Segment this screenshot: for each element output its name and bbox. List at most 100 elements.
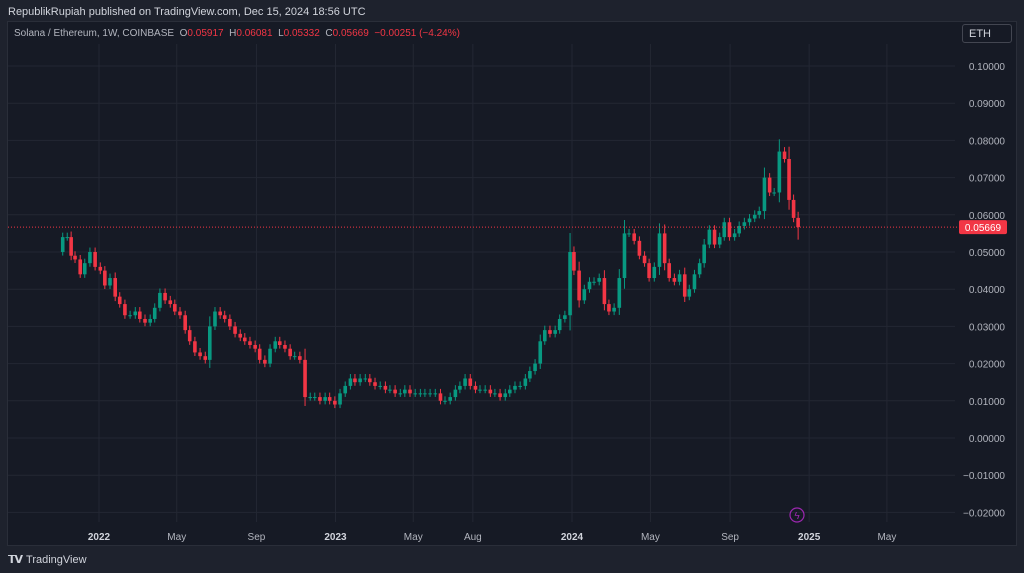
candle[interactable]	[65, 232, 70, 241]
symbol-name[interactable]: Solana / Ethereum, 1W, COINBASE	[14, 28, 175, 39]
candle[interactable]	[563, 310, 567, 323]
candle[interactable]	[303, 348, 307, 407]
candle[interactable]	[408, 385, 412, 397]
candle[interactable]	[443, 396, 447, 405]
candle[interactable]	[82, 258, 87, 278]
candle[interactable]	[617, 269, 622, 315]
candle[interactable]	[742, 217, 747, 230]
candle[interactable]	[607, 299, 611, 316]
currency-button[interactable]: ETH	[962, 24, 1012, 43]
chart-panel[interactable]	[7, 21, 1017, 546]
candle[interactable]	[737, 221, 741, 237]
candle[interactable]	[453, 385, 458, 401]
candle[interactable]	[687, 284, 692, 301]
candle[interactable]	[253, 340, 257, 353]
candle[interactable]	[762, 167, 767, 220]
candle[interactable]	[458, 381, 462, 394]
candle[interactable]	[507, 385, 512, 397]
candle[interactable]	[173, 299, 177, 316]
candle[interactable]	[298, 351, 302, 364]
candle[interactable]	[187, 325, 192, 345]
candle[interactable]	[98, 262, 103, 275]
candle[interactable]	[263, 355, 267, 368]
candle[interactable]	[178, 307, 182, 319]
candle[interactable]	[423, 388, 427, 397]
candle[interactable]	[647, 258, 651, 282]
candle[interactable]	[782, 147, 787, 163]
candle[interactable]	[388, 385, 392, 394]
candle[interactable]	[637, 236, 642, 260]
candle[interactable]	[498, 388, 502, 401]
candle[interactable]	[612, 303, 616, 316]
candle[interactable]	[747, 214, 752, 226]
candle[interactable]	[378, 381, 383, 390]
candle[interactable]	[592, 277, 596, 286]
candle[interactable]	[513, 381, 517, 394]
candle[interactable]	[242, 333, 247, 345]
candle[interactable]	[438, 388, 443, 405]
candle[interactable]	[358, 374, 362, 386]
candle[interactable]	[128, 310, 132, 319]
candle[interactable]	[198, 347, 202, 360]
candle[interactable]	[148, 314, 152, 327]
candle[interactable]	[777, 139, 782, 203]
candle[interactable]	[448, 392, 452, 405]
candle[interactable]	[677, 269, 682, 286]
candle[interactable]	[553, 325, 557, 338]
candle[interactable]	[203, 351, 208, 364]
candle[interactable]	[692, 269, 697, 293]
candle[interactable]	[353, 374, 357, 386]
candle[interactable]	[308, 392, 313, 401]
candle[interactable]	[113, 272, 117, 302]
candle[interactable]	[727, 217, 732, 241]
candle[interactable]	[93, 247, 97, 271]
candle[interactable]	[363, 374, 368, 383]
candle[interactable]	[348, 374, 353, 390]
candle[interactable]	[368, 374, 372, 386]
candle[interactable]	[238, 329, 243, 342]
candle[interactable]	[587, 277, 592, 293]
candle[interactable]	[602, 270, 607, 311]
candle[interactable]	[78, 254, 83, 278]
candle[interactable]	[333, 396, 337, 409]
candle[interactable]	[503, 388, 508, 401]
candle[interactable]	[133, 307, 138, 319]
candle[interactable]	[568, 233, 572, 331]
candle[interactable]	[468, 374, 473, 390]
candle[interactable]	[463, 374, 467, 390]
candle[interactable]	[257, 344, 262, 364]
candle[interactable]	[533, 359, 537, 375]
candle[interactable]	[791, 194, 796, 223]
candle[interactable]	[557, 314, 562, 334]
candle[interactable]	[548, 325, 552, 338]
candle[interactable]	[702, 238, 706, 268]
candle[interactable]	[627, 228, 631, 237]
candle[interactable]	[732, 228, 737, 241]
candle[interactable]	[393, 385, 397, 397]
candle[interactable]	[228, 314, 232, 330]
candle[interactable]	[283, 340, 287, 353]
candle[interactable]	[652, 262, 657, 282]
candle[interactable]	[582, 284, 587, 304]
candle[interactable]	[632, 228, 637, 245]
candle[interactable]	[523, 374, 528, 390]
candle[interactable]	[413, 388, 417, 397]
candle[interactable]	[73, 251, 77, 264]
candle[interactable]	[493, 388, 497, 397]
candle[interactable]	[373, 377, 377, 390]
candle[interactable]	[433, 388, 438, 397]
candle[interactable]	[577, 261, 581, 308]
candle[interactable]	[572, 246, 576, 276]
candle[interactable]	[383, 381, 388, 394]
candle[interactable]	[667, 258, 671, 282]
candle[interactable]	[642, 251, 647, 267]
candle[interactable]	[796, 211, 800, 240]
candle[interactable]	[707, 225, 712, 249]
candle[interactable]	[428, 388, 432, 397]
candle[interactable]	[757, 206, 762, 219]
candle[interactable]	[158, 288, 162, 312]
tradingview-brand[interactable]: 𝗧𝗩 TradingView	[8, 553, 87, 567]
candle[interactable]	[712, 225, 717, 249]
candle[interactable]	[88, 247, 92, 267]
